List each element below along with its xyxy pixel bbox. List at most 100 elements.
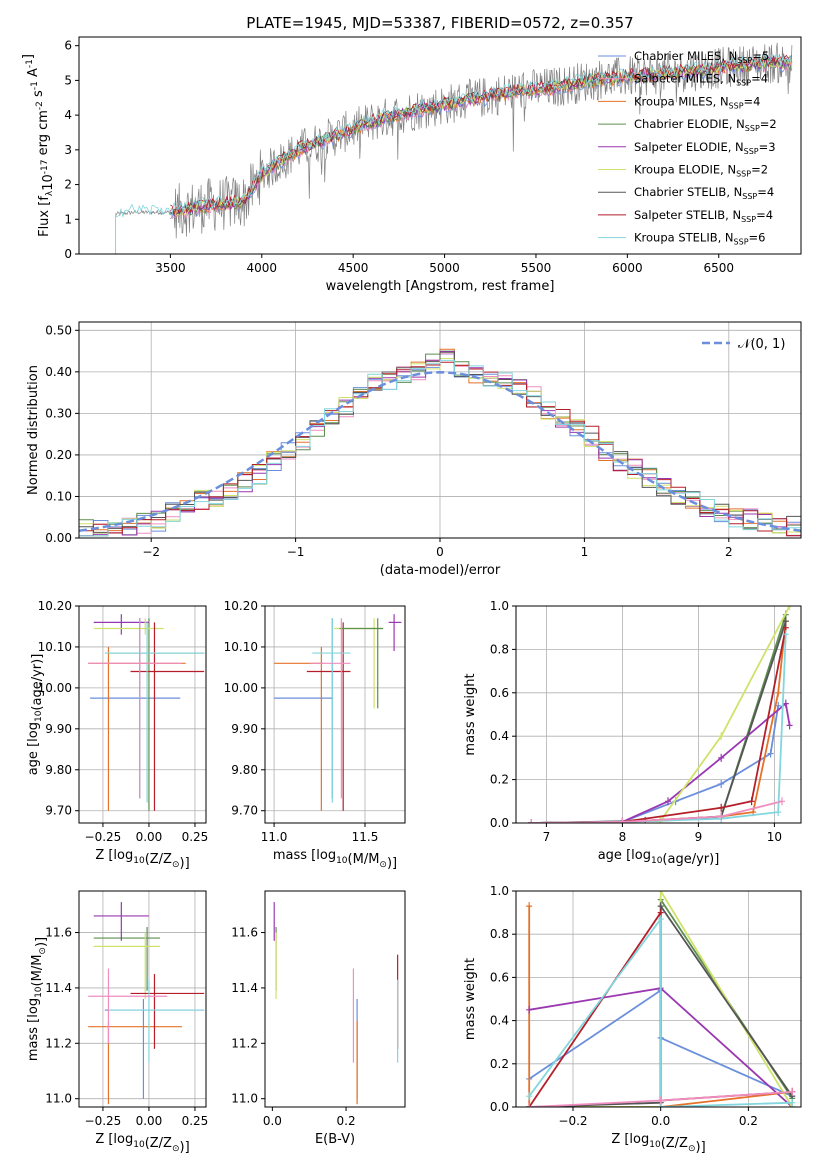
legend-entry: Chabrier MILES, NSSP=5 [634,49,769,65]
massweight-series-6 [531,627,787,823]
massweight-marker [526,1005,533,1014]
x-tick-label: 0.2 [739,1114,758,1128]
y-tick-label: 11.2 [231,1036,258,1050]
y-tick-label: 11.4 [231,981,258,995]
massweight-marker [657,915,664,924]
x-tick-label: −0.25 [85,1114,122,1128]
x-tick-label: 10 [767,830,782,844]
model-spectrum-6 [170,55,793,216]
y-tick-label: 10.00 [38,681,72,695]
errorbar-point-5 [130,974,205,1049]
massweight-series-7 [528,916,793,1107]
y-tick-label: 2 [64,178,72,192]
massweight-marker [619,817,626,823]
y-tick-label: 6 [64,39,72,53]
y-tick-label: 4 [64,108,72,122]
axes-frame [78,890,207,1108]
massweight-marker [657,891,664,895]
plot-area [274,614,402,811]
x-tick-label: −1 [287,545,305,559]
y-tick-label: 10.00 [224,681,258,695]
legend-entry: Salpeter MILES, NSSP=4 [634,72,768,88]
y-tick-label: 0.50 [45,323,72,337]
x-tick-label: 4500 [338,261,369,275]
y-tick-label: 3 [64,143,72,157]
x-tick-label: 0 [436,545,444,559]
x-tick-label: 9 [695,830,703,844]
massweight-marker [775,688,782,697]
x-tick-label: 0.0 [651,1114,670,1128]
massweight-marker [528,819,535,823]
x-tick-label: 0.2 [337,1114,356,1128]
x-axis-label: Z [log10(Z/Z⊙)] [95,848,189,871]
legend-entry: Kroupa MILES, NSSP=4 [634,94,760,110]
y-tick-label: 0.8 [490,642,509,656]
errorbar-point-6 [312,618,351,803]
x-tick-label: −0.2 [558,1114,587,1128]
y-tick-label: 10.20 [224,599,258,613]
x-axis-label: wavelength [Angstrom, rest frame] [326,279,555,294]
y-tick-label: 10.20 [38,599,72,613]
massweight-series-0 [531,705,780,823]
errorbar-point-6 [104,622,205,803]
age-vs-metallicity-panel: −0.25 0.00 0.25 9.70 9.80 9.90 10.00 10.10 10.20… [26,599,208,871]
residual-histogram-8 [79,359,801,537]
axes-frame [264,605,406,824]
y-tick-label: 11.6 [45,926,72,940]
spectrum-panel: 3500 4000 4500 5000 5500 6000 6500 0 1 2 3 4 5 6 Chabr… [21,14,802,294]
y-tick-label: 0.2 [490,773,509,787]
massweight-marker [789,1087,796,1096]
y-tick-label: 0.6 [490,970,509,984]
errorbar-point-3 [93,614,149,635]
massweight-series-8 [531,800,783,823]
axes-frame [78,321,802,539]
y-tick-label: 0.20 [45,448,72,462]
axes-frame [78,605,207,824]
x-tick-label: 0.25 [182,1114,209,1128]
massweight-marker [782,630,789,639]
errorbar-point-2 [93,927,160,991]
massweight-series-2 [531,614,787,823]
y-tick-label: 0.8 [490,927,509,941]
residual-histogram-panel: −2 −1 0 1 2 0.00 0.10 0.20 0.30 0.40 0.50 𝒩(0, 1) (d… [26,321,802,578]
axes-frame [78,36,802,255]
massweight-marker [748,797,755,806]
massweight-vs-metallicity-panel: −0.2 0.0 0.2 0.0 0.2 0.4 0.6 0.8 1.0 Z [log10(Z/Z… [463,884,802,1155]
y-axis-label: mass weight [463,958,478,1040]
massweight-vs-age-panel: 7 8 9 10 0.0 0.2 0.4 0.6 0.8 1.0 age [log10(age/yr… [463,599,802,867]
errorbar-point-0 [274,618,333,799]
y-tick-label: 9.70 [231,804,258,818]
x-tick-label: 7 [543,830,551,844]
gaussian-curve [79,371,801,532]
x-axis-label: Z [log10(Z/Z⊙)] [611,1132,705,1155]
plot-area [115,42,793,254]
axes-frame [264,890,406,1108]
y-axis-label: mass [log10(M/M⊙)] [26,937,49,1061]
x-tick-label: 11.5 [352,830,379,844]
y-tick-label: 11.2 [45,1036,72,1050]
y-axis-label: age [log10(age/yr)] [26,654,45,776]
massweight-marker [782,699,789,708]
errorbar-point-6 [108,979,205,1063]
y-tick-label: 0.30 [45,406,72,420]
mass-vs-metallicity-panel: −0.25 0.00 0.25 11.0 11.2 11.4 11.6 Z [log10(Z/… [26,890,209,1155]
y-tick-label: 0 [64,247,72,261]
errorbar-point-3 [93,902,149,941]
errorbar-point-4 [93,618,164,635]
y-axis-label: Flux [fλ10-17 erg cm-2 s-1 A-1] [21,54,56,237]
x-tick-label: −0.25 [85,830,122,844]
y-axis-label: mass weight [463,673,478,755]
chart-title: PLATE=1945, MJD=53387, FIBERID=0572, z=0… [246,14,633,32]
x-axis-label: E(B-V) [315,1132,355,1147]
y-tick-label: 9.80 [231,763,258,777]
x-tick-label: 1 [581,545,589,559]
x-tick-label: −2 [142,545,160,559]
errorbar-point-5 [130,622,205,811]
y-tick-label: 0.00 [45,531,72,545]
legend-entry: Kroupa STELIB, NSSP=6 [634,231,765,247]
y-tick-label: 1 [64,212,72,226]
y-tick-label: 0.10 [45,489,72,503]
plot-area [526,891,796,1107]
y-tick-label: 11.0 [45,1092,72,1106]
errorbar-point-0 [90,618,181,799]
